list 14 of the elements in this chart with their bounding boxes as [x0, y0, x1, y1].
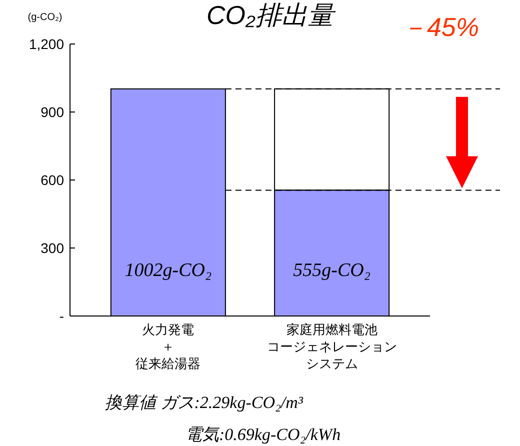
y-tick-label: 1,200: [28, 36, 64, 52]
x-tick-label: 家庭用燃料電池コージェネレーションシステム: [266, 322, 397, 371]
y-tick-label: 600: [40, 172, 64, 188]
y-tick-label: 300: [40, 240, 64, 256]
text: 換算値 ガス:2.29kg-CO₂/m³: [105, 393, 304, 412]
chart-title: CO₂排出量: [206, 0, 336, 30]
text: 電気:0.69kg-CO₂/kWh: [185, 425, 341, 444]
x-tick-label: 火力発電＋従来給湯器: [136, 322, 201, 371]
data-label: 555g-CO₂: [293, 260, 371, 281]
data-label: 1002g-CO₂: [124, 260, 212, 281]
text: －45%: [400, 12, 480, 42]
y-tick-label: -: [59, 308, 64, 324]
y-tick-label: 900: [40, 104, 64, 120]
y-axis-title: (g-CO₂): [28, 12, 62, 23]
